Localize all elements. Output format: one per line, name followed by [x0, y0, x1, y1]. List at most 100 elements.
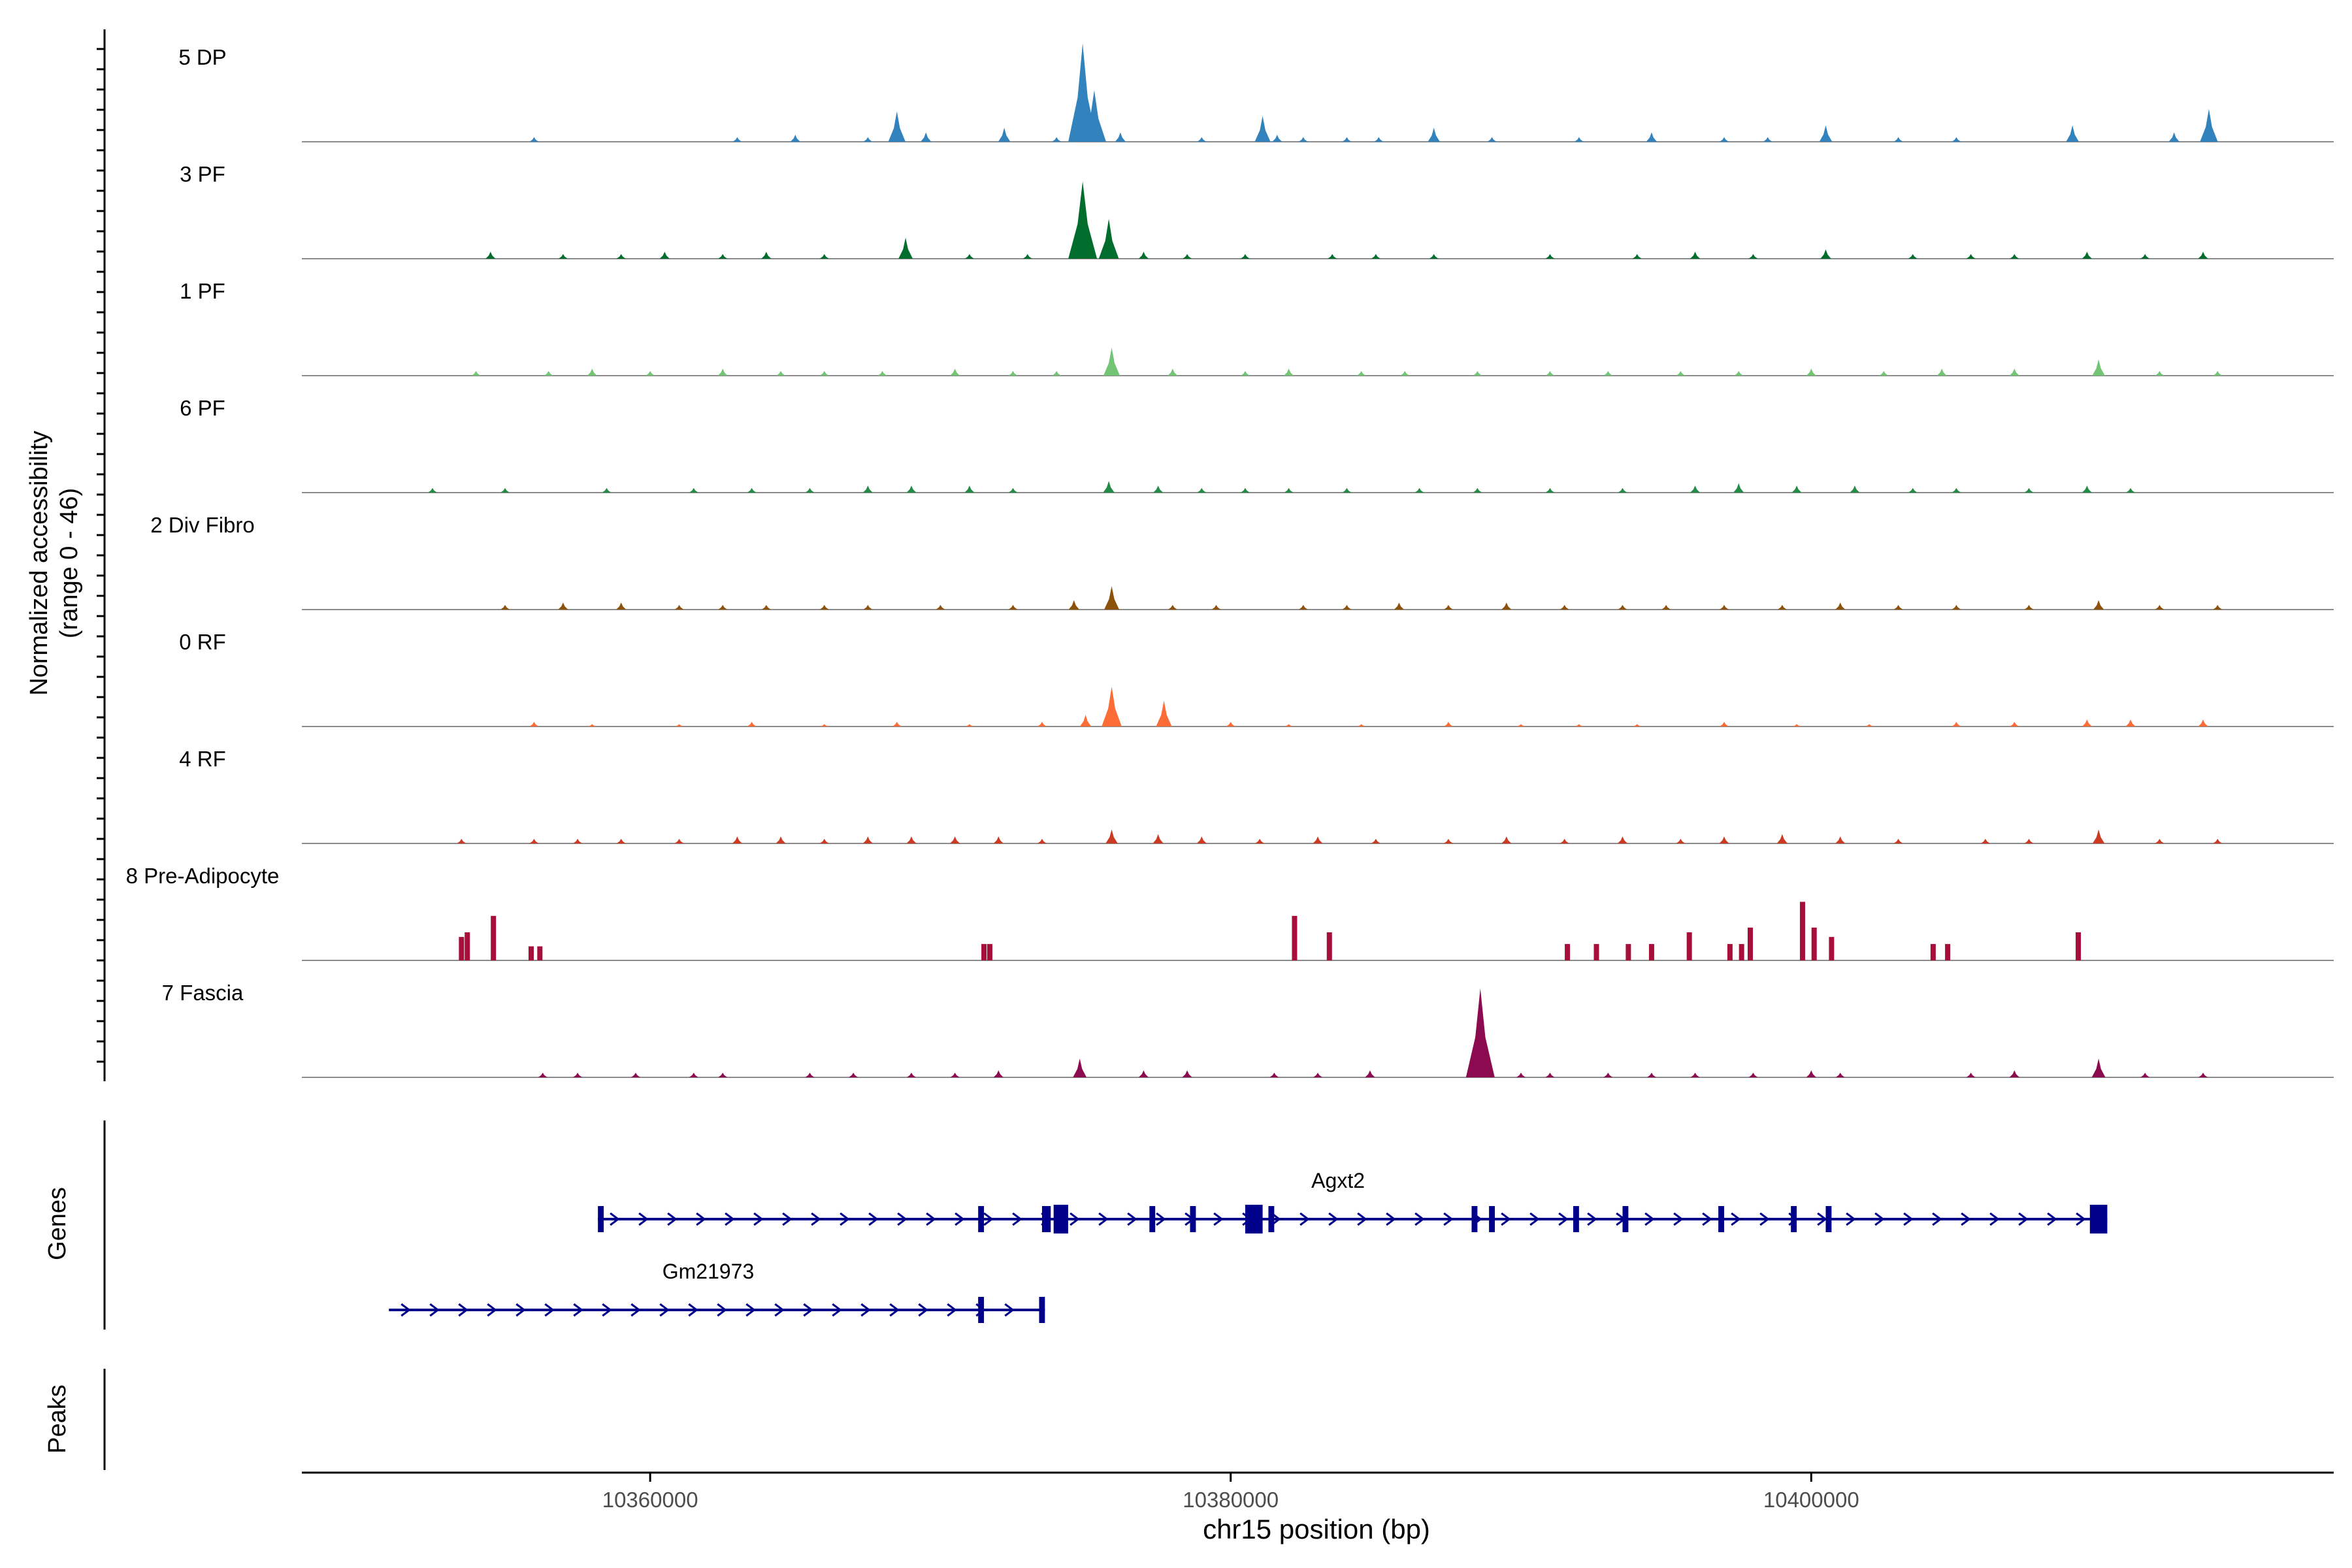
coverage-peak [1443, 604, 1454, 610]
strand-arrow [1501, 1212, 1511, 1226]
track-label: 1 PF [180, 279, 225, 303]
coverage-peak [1068, 181, 1098, 259]
coverage-peak [1196, 836, 1207, 843]
coverage-peak [1719, 137, 1729, 142]
track-label: 6 PF [180, 396, 225, 420]
strand-arrow [400, 1303, 411, 1317]
strand-arrow [926, 1212, 936, 1226]
coverage-peak [2009, 1070, 2019, 1077]
coverage-peak [457, 838, 466, 843]
strand-arrow [774, 1303, 785, 1317]
coverage-peak [491, 915, 497, 960]
coverage-peak [964, 485, 975, 493]
coverage-peak [689, 487, 698, 493]
coverage-peak [1182, 1070, 1192, 1077]
coverage-peak [1806, 1070, 1816, 1077]
strand-arrow [659, 1303, 670, 1317]
strand-arrow [782, 1212, 792, 1226]
strand-arrow [860, 1303, 871, 1317]
coverage-peak [2010, 721, 2019, 727]
coverage-peak [1748, 253, 1758, 259]
coverage-peak [819, 724, 829, 727]
x-tick-label: 10380000 [1183, 1488, 1279, 1512]
coverage-peak [2125, 719, 2136, 727]
strand-arrow [630, 1303, 641, 1317]
coverage-peak [2198, 252, 2208, 259]
coverage-peak [1625, 943, 1631, 960]
coverage-peak [1799, 902, 1805, 960]
coverage-peak [2155, 370, 2164, 376]
coverage-peak [544, 370, 553, 376]
y-axis-range-label: (range 0 - 46) [56, 488, 83, 638]
coverage-peak [1240, 253, 1250, 259]
strand-arrow [1004, 1303, 1015, 1317]
coverage-peak [1103, 347, 1120, 376]
coverage-peak [1342, 137, 1352, 142]
coverage-peak [427, 487, 438, 493]
track-1-pf: 1 PF [180, 279, 2334, 376]
coverage-peak [616, 838, 626, 843]
coverage-peak [529, 137, 539, 142]
coverage-peak [2213, 604, 2223, 610]
x-axis-label: chr15 position (bp) [1203, 1514, 1430, 1544]
coverage-peak [1733, 483, 1744, 493]
coverage-peak [1763, 137, 1772, 142]
coverage-peak [964, 724, 974, 727]
strand-arrow [1731, 1212, 1741, 1226]
coverage-peak [1226, 721, 1235, 727]
strand-arrow [544, 1303, 555, 1317]
strand-arrow [458, 1303, 468, 1317]
coverage-peak [1371, 253, 1380, 259]
gene-exon [1825, 1206, 1832, 1232]
strand-arrow [696, 1212, 706, 1226]
coverage-peak [674, 724, 684, 727]
strand-arrow [2076, 1212, 2086, 1226]
strand-arrow [667, 1212, 678, 1226]
coverage-peak [906, 836, 917, 843]
strand-arrow [610, 1212, 620, 1226]
coverage-peak [1893, 838, 1903, 843]
coverage-peak [1008, 487, 1018, 493]
strand-arrow [947, 1303, 957, 1317]
coverage-peak [1865, 724, 1874, 727]
coverage-peak [1560, 604, 1569, 610]
coverage-peak [1952, 604, 1961, 610]
strand-arrow [918, 1303, 928, 1317]
coverage-peak [616, 253, 626, 259]
coverage-peak [718, 253, 728, 259]
strand-arrow [840, 1212, 850, 1226]
coverage-peak [1138, 1070, 1149, 1077]
strand-arrow [1328, 1212, 1339, 1226]
strand-arrow [725, 1212, 735, 1226]
coverage-peak [1365, 1070, 1375, 1077]
coverage-peak [2082, 485, 2093, 493]
coverage-peak [761, 252, 772, 259]
coverage-peak [1835, 836, 1846, 843]
coverage-peak [1068, 600, 1079, 610]
track-3-pf: 3 PF [180, 162, 2334, 259]
coverage-peak [1734, 370, 1744, 376]
coverage-peak [747, 721, 757, 727]
strand-arrow [803, 1303, 813, 1317]
strand-arrow [2018, 1212, 2029, 1226]
strand-arrow [955, 1212, 965, 1226]
strand-arrow [1702, 1212, 1712, 1226]
y-axis-label: Normalized accessibility [25, 431, 53, 695]
coverage-peak [1908, 253, 1918, 259]
coverage-peak [674, 604, 684, 610]
coverage-peak [1811, 927, 1817, 960]
coverage-peak [2092, 359, 2105, 376]
coverage-peak [1690, 252, 1701, 259]
coverage-peak [747, 487, 757, 493]
coverage-peak [1328, 253, 1337, 259]
coverage-peak [465, 932, 470, 960]
coverage-peak [1211, 604, 1221, 610]
gene-exon [978, 1297, 985, 1323]
coverage-peak [1292, 915, 1298, 960]
strand-arrow [1903, 1212, 1914, 1226]
coverage-peak [2082, 252, 2093, 259]
coverage-peak [1719, 721, 1729, 727]
strand-arrow [1989, 1212, 2000, 1226]
coverage-peak [1443, 838, 1454, 843]
